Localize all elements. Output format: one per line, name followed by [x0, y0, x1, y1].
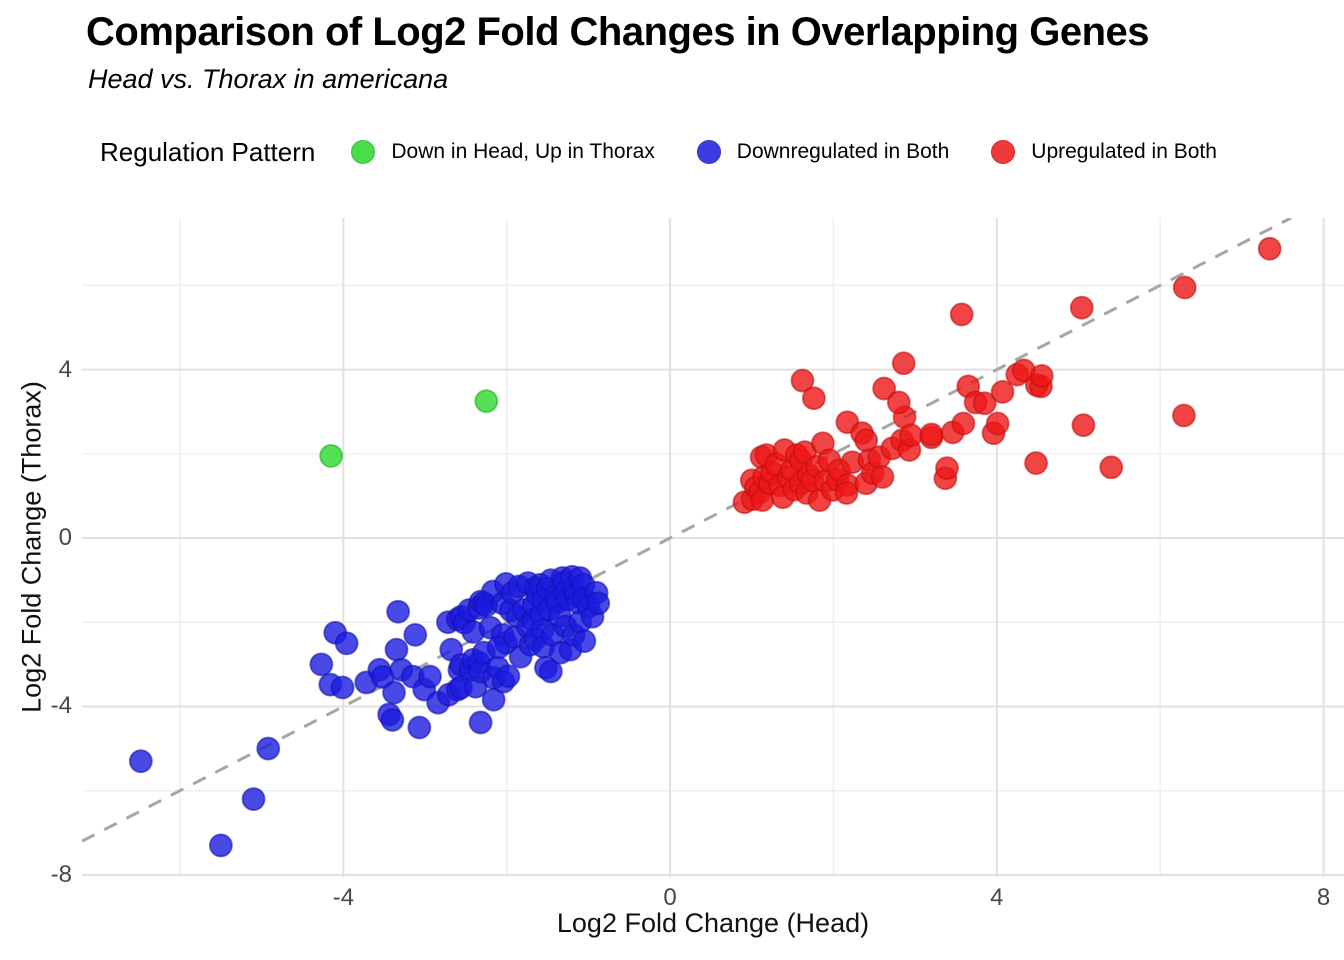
- data-point: [1029, 364, 1054, 388]
- data-point: [334, 631, 359, 656]
- legend-title: Regulation Pattern: [100, 136, 316, 167]
- data-point: [496, 664, 521, 689]
- legend-item-down-head-up-thorax: Down in Head, Up in Thorax: [351, 140, 655, 164]
- legend-item-upregulated-both: Upregulated in Both: [991, 140, 1217, 164]
- x-axis-tick-label: 4: [990, 884, 1004, 911]
- chart-title: Comparison of Log2 Fold Changes in Overl…: [86, 10, 1150, 54]
- data-point: [586, 591, 611, 616]
- data-point: [403, 622, 428, 647]
- x-axis-tick-label: 0: [663, 884, 677, 911]
- data-point: [474, 389, 499, 414]
- data-point: [870, 465, 895, 489]
- series-upregulated-in-both: [732, 236, 1282, 515]
- data-point: [572, 629, 597, 654]
- legend-item-label: Down in Head, Up in Thorax: [391, 140, 655, 163]
- data-point: [899, 423, 923, 448]
- legend-item-downregulated-both: Downregulated in Both: [696, 140, 950, 164]
- data-point: [468, 710, 493, 735]
- data-point: [990, 380, 1015, 404]
- data-point: [1172, 403, 1196, 428]
- legend-item-label: Upregulated in Both: [1031, 140, 1217, 163]
- gridlines: [82, 218, 1344, 877]
- data-point: [319, 444, 344, 468]
- data-point: [386, 599, 411, 624]
- y-axis-tick-label: -8: [50, 860, 72, 888]
- data-point: [1024, 451, 1048, 475]
- data-point: [834, 481, 859, 505]
- data-point: [1071, 413, 1096, 438]
- y-axis-tick-label: -4: [50, 692, 72, 720]
- data-point: [919, 422, 944, 447]
- data-point: [1099, 455, 1124, 480]
- data-point: [418, 664, 442, 689]
- data-point: [935, 456, 959, 481]
- data-point: [382, 680, 406, 705]
- data-point: [1257, 236, 1282, 261]
- red-legend-dot-icon: [991, 140, 1016, 164]
- data-point: [1069, 295, 1094, 320]
- data-point: [972, 391, 997, 416]
- x-axis-tick-label: -4: [332, 884, 355, 911]
- data-point: [208, 833, 233, 858]
- legend: Regulation Pattern Down in Head, Up in T…: [100, 133, 1259, 171]
- data-point: [330, 675, 355, 700]
- data-point: [384, 637, 409, 662]
- data-point: [538, 659, 563, 684]
- data-point: [241, 787, 266, 811]
- scatter-plot-panel: [82, 218, 1344, 877]
- legend-item-label: Downregulated in Both: [736, 140, 950, 163]
- data-point: [407, 715, 432, 740]
- data-point: [128, 749, 153, 774]
- data-point: [309, 652, 334, 677]
- data-point: [801, 386, 826, 411]
- data-point: [380, 708, 405, 732]
- data-point: [872, 376, 897, 401]
- data-point: [951, 411, 976, 436]
- series-downregulated-in-both: [128, 564, 611, 858]
- series-down-in-head-up-in-thorax: [319, 389, 499, 468]
- data-point: [256, 736, 281, 761]
- y-axis-tick-label: 0: [58, 524, 72, 552]
- data-point: [790, 368, 815, 393]
- data-point: [1172, 275, 1197, 300]
- data-point: [985, 411, 1010, 436]
- data-point: [891, 351, 916, 376]
- chart-subtitle: Head vs. Thorax in americana: [88, 64, 449, 94]
- data-point: [886, 390, 911, 415]
- data-point: [481, 687, 506, 712]
- y-axis-title: Log2 Fold Change (Thorax): [16, 381, 47, 713]
- y-axis-tick-label: 4: [58, 355, 72, 383]
- green-legend-dot-icon: [351, 140, 376, 164]
- identity-reference-line: [82, 218, 1292, 843]
- data-point: [949, 302, 974, 327]
- x-axis-title: Log2 Fold Change (Head): [556, 908, 870, 938]
- blue-legend-dot-icon: [696, 140, 721, 164]
- x-axis-tick-label: 8: [1316, 884, 1331, 911]
